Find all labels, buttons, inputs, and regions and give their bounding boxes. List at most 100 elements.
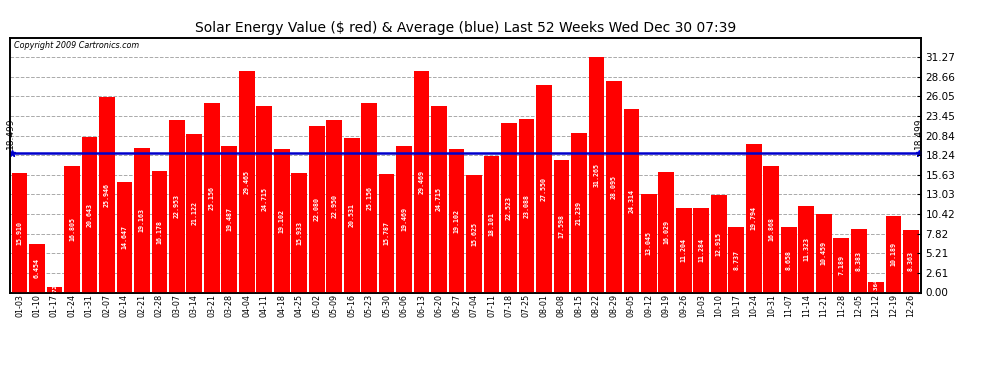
Text: 6.454: 6.454 xyxy=(34,258,40,278)
Text: 16.178: 16.178 xyxy=(156,220,162,244)
Text: 19.487: 19.487 xyxy=(227,207,233,231)
Bar xyxy=(344,138,359,292)
Text: Copyright 2009 Cartronics.com: Copyright 2009 Cartronics.com xyxy=(15,41,140,50)
Text: 27.550: 27.550 xyxy=(541,177,546,201)
Text: 25.156: 25.156 xyxy=(366,186,372,210)
Bar xyxy=(781,227,797,292)
Text: 11.284: 11.284 xyxy=(698,238,704,262)
Text: 11.323: 11.323 xyxy=(803,237,809,261)
Text: 22.523: 22.523 xyxy=(506,196,512,220)
Bar xyxy=(117,182,133,292)
Text: 22.950: 22.950 xyxy=(332,194,338,218)
Bar xyxy=(134,148,149,292)
Text: 25.156: 25.156 xyxy=(209,186,215,210)
Text: .772: .772 xyxy=(52,283,57,297)
Bar xyxy=(151,171,167,292)
Text: 24.314: 24.314 xyxy=(629,189,635,213)
Text: 8.363: 8.363 xyxy=(908,251,914,271)
Bar xyxy=(29,244,45,292)
Title: Solar Energy Value ($ red) & Average (blue) Last 52 Weeks Wed Dec 30 07:39: Solar Energy Value ($ red) & Average (bl… xyxy=(195,21,736,35)
Bar xyxy=(379,174,394,292)
Bar xyxy=(745,144,761,292)
Bar xyxy=(47,287,62,292)
Bar xyxy=(676,208,692,292)
Bar xyxy=(99,97,115,292)
Bar xyxy=(484,156,499,292)
Text: 10.459: 10.459 xyxy=(821,241,827,265)
Text: 23.088: 23.088 xyxy=(524,194,530,217)
Bar xyxy=(309,126,325,292)
Text: 7.189: 7.189 xyxy=(839,255,844,276)
Text: 10.189: 10.189 xyxy=(891,242,897,266)
Bar xyxy=(501,123,517,292)
Bar xyxy=(81,137,97,292)
Text: 16.029: 16.029 xyxy=(663,220,669,244)
Bar xyxy=(571,133,587,292)
Bar xyxy=(466,175,482,292)
Text: 8.383: 8.383 xyxy=(855,251,861,271)
Text: 29.465: 29.465 xyxy=(244,170,249,194)
Bar xyxy=(274,149,290,292)
Text: 19.102: 19.102 xyxy=(279,209,285,232)
Text: 15.787: 15.787 xyxy=(384,221,390,245)
Text: 8.737: 8.737 xyxy=(734,250,740,270)
Bar xyxy=(816,214,832,292)
Bar xyxy=(414,71,430,292)
Text: 24.715: 24.715 xyxy=(261,188,267,211)
Bar xyxy=(868,282,884,292)
Text: 19.469: 19.469 xyxy=(401,207,407,231)
Bar xyxy=(729,227,744,292)
Bar xyxy=(448,149,464,292)
Text: 15.933: 15.933 xyxy=(296,220,302,245)
Bar xyxy=(291,172,307,292)
Bar xyxy=(711,195,727,292)
Bar xyxy=(606,81,622,292)
Bar xyxy=(588,57,604,292)
Text: 15.625: 15.625 xyxy=(471,222,477,246)
Bar xyxy=(239,71,254,292)
Bar xyxy=(553,160,569,292)
Text: 20.531: 20.531 xyxy=(348,203,354,227)
Text: 8.658: 8.658 xyxy=(786,250,792,270)
Text: 15.910: 15.910 xyxy=(17,220,23,245)
Bar xyxy=(641,194,656,292)
Bar xyxy=(693,208,709,292)
Text: 18.499: 18.499 xyxy=(914,117,923,149)
Bar xyxy=(903,230,919,292)
Bar xyxy=(432,106,446,292)
Text: 28.095: 28.095 xyxy=(611,175,617,199)
Bar xyxy=(361,103,377,292)
Text: 16.868: 16.868 xyxy=(768,217,774,241)
Text: 13.045: 13.045 xyxy=(645,231,651,255)
Bar xyxy=(396,146,412,292)
Text: 19.794: 19.794 xyxy=(750,206,756,230)
Text: 24.715: 24.715 xyxy=(436,188,443,211)
Bar xyxy=(763,165,779,292)
Text: 22.953: 22.953 xyxy=(174,194,180,218)
Text: 19.102: 19.102 xyxy=(453,209,459,232)
Text: 16.805: 16.805 xyxy=(69,217,75,241)
Text: 25.946: 25.946 xyxy=(104,183,110,207)
Text: 11.204: 11.204 xyxy=(681,238,687,262)
Bar xyxy=(327,120,343,292)
Text: 22.080: 22.080 xyxy=(314,197,320,221)
Bar xyxy=(204,103,220,292)
Text: 29.469: 29.469 xyxy=(419,170,425,194)
Bar xyxy=(222,146,238,292)
Bar xyxy=(658,172,674,292)
Text: 21.122: 21.122 xyxy=(191,201,197,225)
Bar xyxy=(64,166,80,292)
Text: 31.265: 31.265 xyxy=(593,163,599,187)
Bar xyxy=(12,173,28,292)
Bar xyxy=(834,238,849,292)
Bar xyxy=(169,120,185,292)
Bar xyxy=(186,134,202,292)
Bar xyxy=(519,119,535,292)
Bar xyxy=(886,216,902,292)
Text: 14.647: 14.647 xyxy=(122,225,128,249)
Bar xyxy=(256,106,272,292)
Text: 18.499: 18.499 xyxy=(6,117,15,149)
Bar xyxy=(624,110,640,292)
Text: 18.101: 18.101 xyxy=(488,212,495,236)
Text: 17.598: 17.598 xyxy=(558,214,564,238)
